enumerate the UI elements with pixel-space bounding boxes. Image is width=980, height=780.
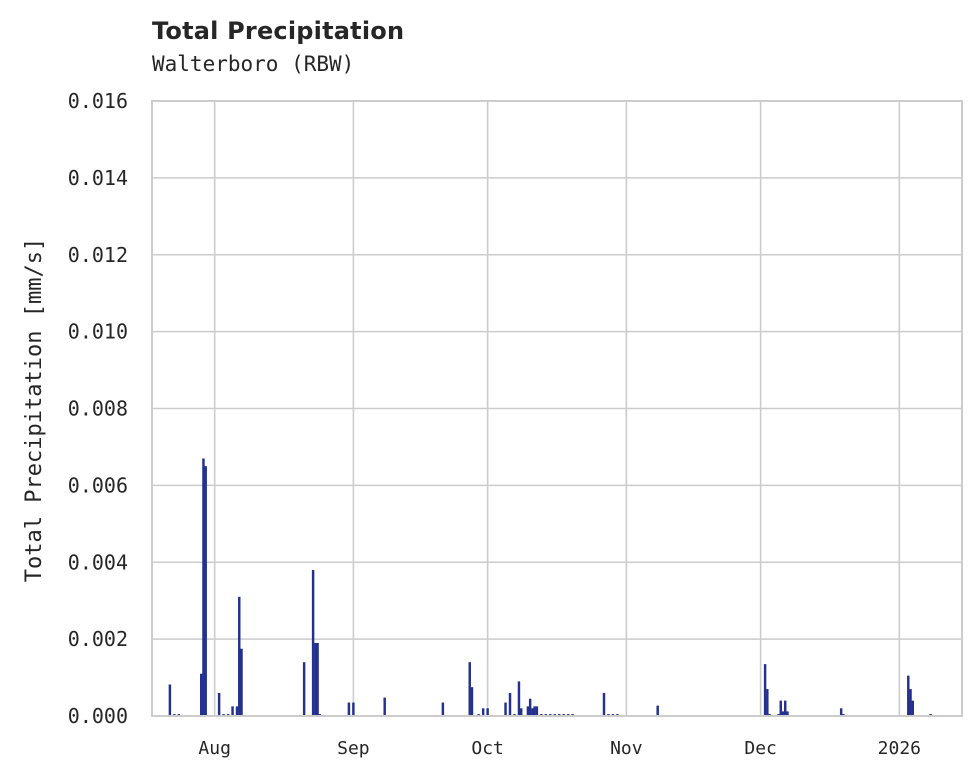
y-tick-label: 0.004 <box>68 550 128 574</box>
precipitation-bar <box>656 705 659 716</box>
precipitation-bar <box>786 711 789 716</box>
precipitation-bar <box>784 700 787 716</box>
precipitation-bar <box>504 702 507 716</box>
precipitation-bar <box>352 702 355 716</box>
y-tick-label: 0.006 <box>68 473 128 497</box>
precipitation-bar <box>779 700 782 716</box>
x-tick-label: Aug <box>198 738 231 759</box>
precipitation-bar <box>168 684 172 716</box>
y-tick-label: 0.016 <box>68 89 128 113</box>
precipitation-bar <box>508 692 512 716</box>
precipitation-bar <box>238 596 241 716</box>
precipitation-bar <box>316 642 319 716</box>
x-tick-label: 2026 <box>878 738 921 759</box>
precipitation-bar <box>517 681 521 716</box>
precipitation-bar <box>468 662 471 716</box>
x-tick-label: Oct <box>471 738 504 759</box>
precipitation-bar <box>528 698 532 716</box>
precipitation-bar <box>766 689 769 716</box>
precipitation-bar <box>781 711 785 716</box>
precipitation-bar <box>519 708 523 716</box>
precipitation-bar <box>383 697 386 716</box>
precipitation-bar <box>314 642 317 716</box>
y-tick-label: 0.002 <box>68 627 128 651</box>
precipitation-bar <box>217 692 221 716</box>
precipitation-bar <box>311 569 315 716</box>
precipitation-bar <box>204 466 207 716</box>
y-tick-label: 0.010 <box>68 320 128 344</box>
y-tick-label: 0.008 <box>68 397 128 421</box>
precipitation-bar <box>302 662 306 716</box>
precipitation-bar <box>602 692 606 716</box>
x-tick-label: Dec <box>744 738 777 759</box>
precipitation-bar <box>763 664 767 716</box>
y-axis-ticks: 0.000 0.002 0.004 0.006 0.008 0.010 0.012 0.014… <box>68 89 128 728</box>
precipitation-bar <box>347 702 351 716</box>
precipitation-bar <box>486 708 489 716</box>
bar-series <box>168 458 932 716</box>
x-axis-ticks: Aug Sep Oct Nov Dec 2026 <box>198 738 921 759</box>
precipitation-bar <box>839 708 843 716</box>
precipitation-bar <box>526 706 530 716</box>
x-tick-label: Nov <box>610 738 643 759</box>
precipitation-bar <box>535 706 539 716</box>
y-tick-label: 0.012 <box>68 243 128 267</box>
precipitation-bar <box>909 689 912 716</box>
chart-title: Total Precipitation <box>152 17 405 45</box>
precipitation-bar <box>470 687 474 716</box>
y-axis-label: Total Precipitation [mm/s] <box>22 238 47 582</box>
precipitation-bar <box>531 708 534 716</box>
precipitation-bar <box>907 675 910 716</box>
precipitation-bar <box>231 706 234 716</box>
y-tick-label: 0.014 <box>68 166 128 190</box>
precipitation-bar <box>202 458 205 716</box>
chart-subtitle: Walterboro (RBW) <box>152 52 355 76</box>
plot-frame <box>151 100 963 717</box>
x-tick-label: Sep <box>337 738 370 759</box>
precipitation-bar <box>235 706 239 716</box>
grid-lines <box>152 100 962 717</box>
precipitation-bar <box>199 673 203 716</box>
precipitation-bar <box>441 702 445 716</box>
precipitation-bar <box>533 706 536 716</box>
precipitation-bar <box>911 700 915 716</box>
y-tick-label: 0.000 <box>68 704 128 728</box>
precipitation-bar <box>481 708 485 716</box>
precipitation-bar <box>240 648 243 716</box>
